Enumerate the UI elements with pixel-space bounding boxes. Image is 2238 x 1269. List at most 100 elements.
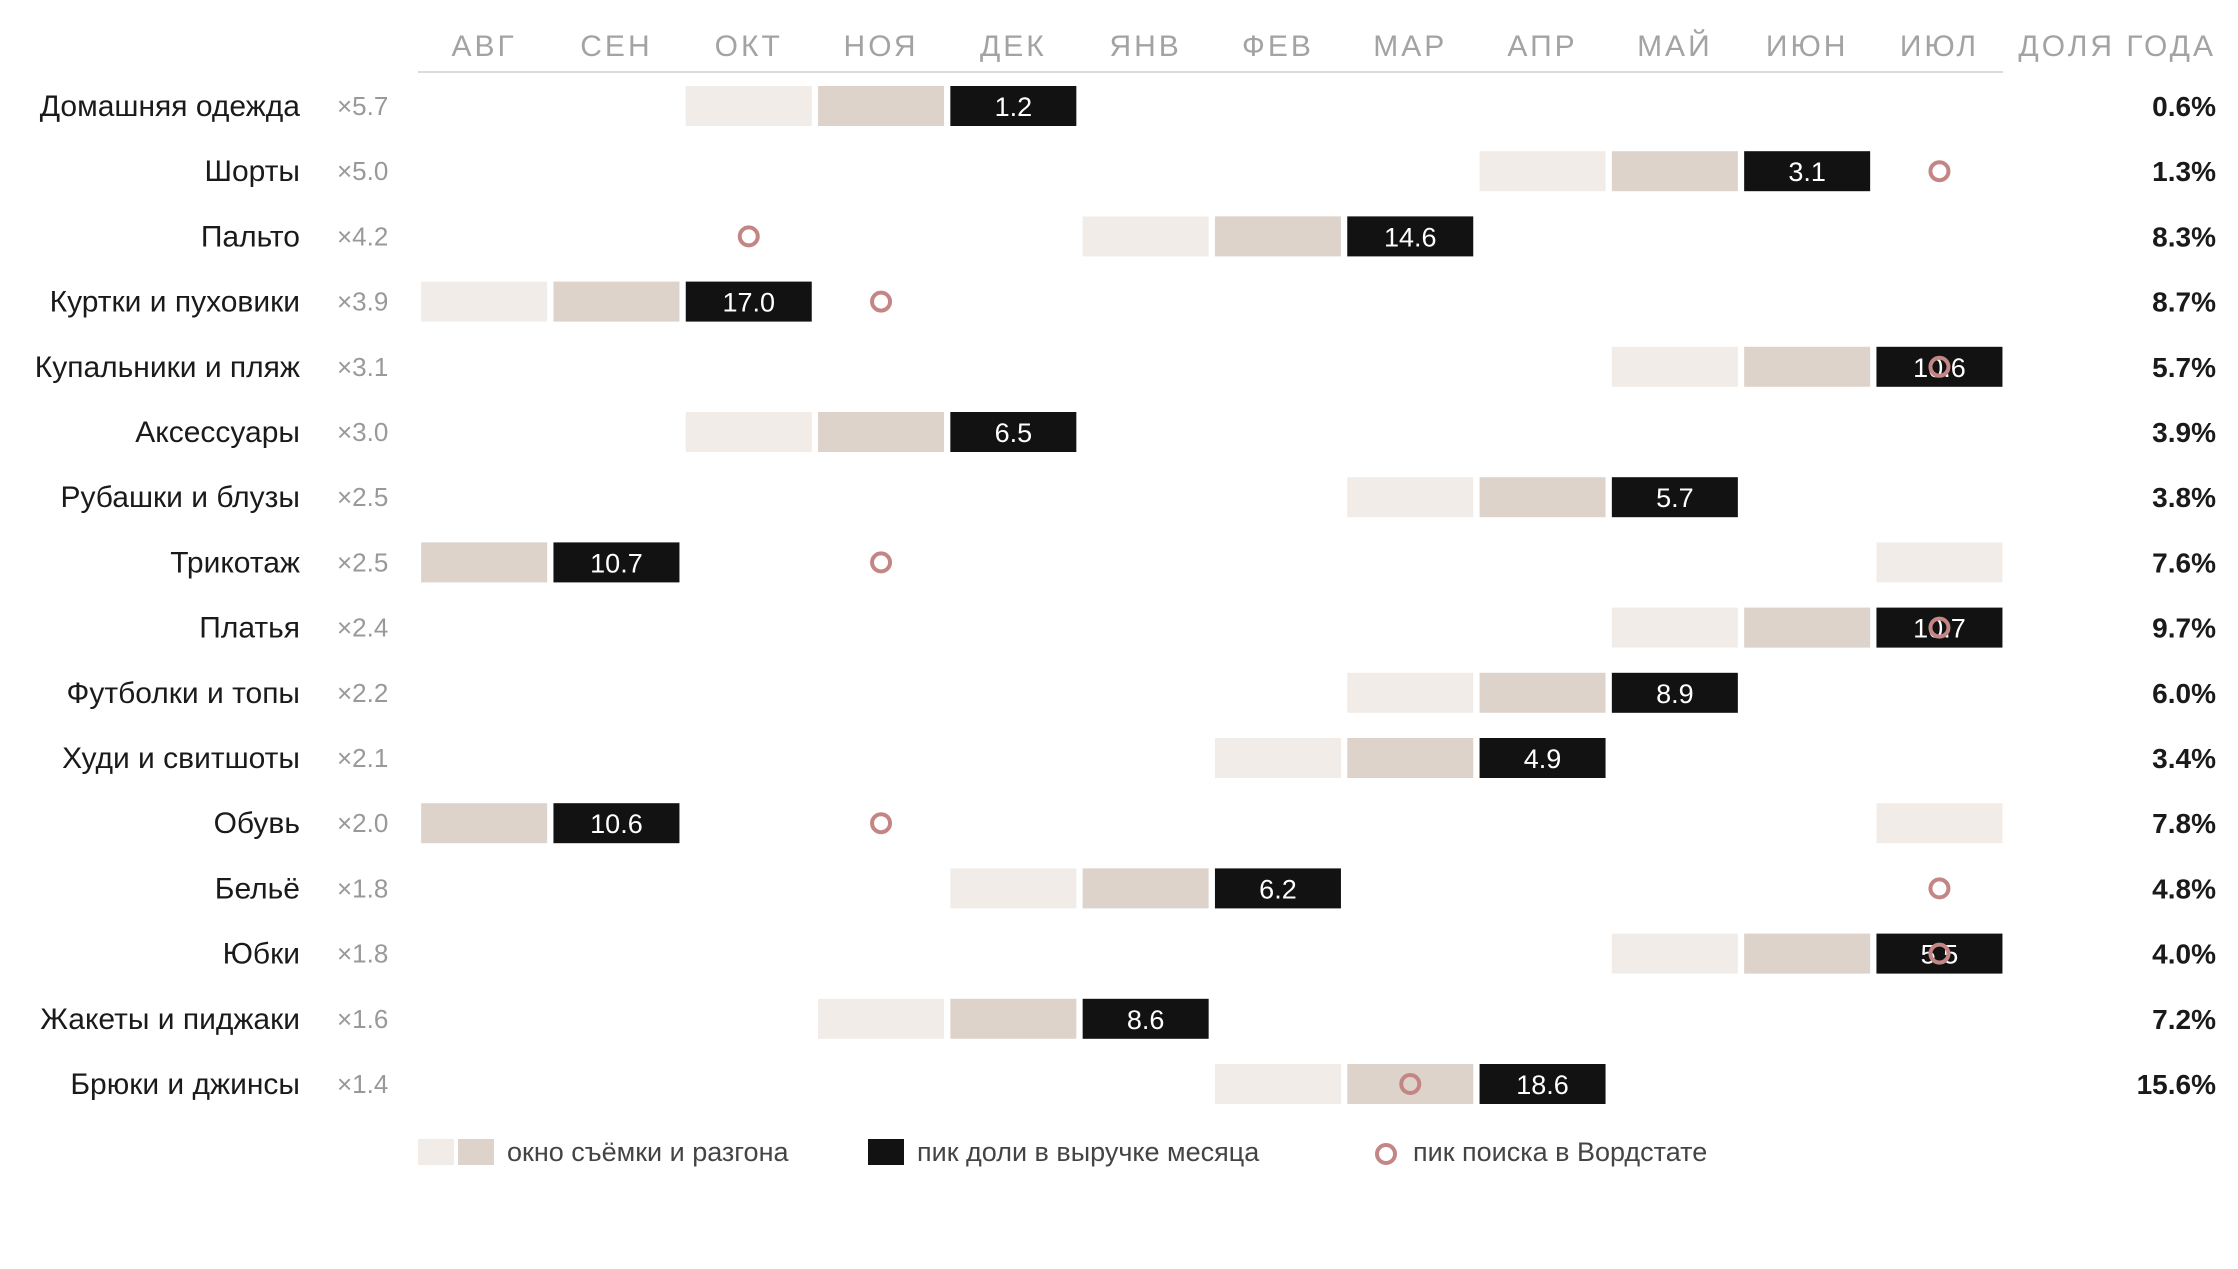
window-cell-mid: [1082, 868, 1209, 909]
multiplier-label: ×5.0: [337, 156, 388, 186]
multiplier-label: ×2.0: [337, 808, 388, 838]
peak-value-label: 17.0: [722, 288, 775, 318]
share-value: 7.8%: [2152, 808, 2216, 839]
peak-cell: [1082, 998, 1209, 1039]
legend-swatch-peak: [868, 1139, 904, 1165]
peak-cell: [1479, 738, 1606, 778]
window-cell-mid: [818, 86, 945, 126]
category-label: Брюки и джинсы: [70, 1068, 300, 1101]
category-label: Куртки и пуховики: [50, 286, 300, 319]
peak-cell: [1876, 346, 2003, 387]
legend-swatch-window-mid: [458, 1139, 494, 1165]
search-peak-marker: [737, 225, 760, 248]
search-peak-marker: [870, 812, 893, 835]
multiplier-label: ×4.2: [337, 221, 388, 251]
window-cell-light: [1347, 477, 1474, 518]
chart-rows: Домашняя одежда ×5.7 1.2 0.6% Шорты ×5.0 3.1 1.…: [35, 86, 2216, 1104]
month-label: ЯНВ: [1109, 30, 1181, 63]
peak-cell: [1744, 151, 1871, 192]
search-peak-marker: [870, 290, 893, 313]
chart-row: Шорты ×5.0 3.1 1.3%: [204, 151, 2216, 192]
chart-row: Худи и свитшоты ×2.1 4.9 3.4%: [62, 738, 2216, 778]
legend-search-marker: [1375, 1143, 1397, 1165]
window-cell-mid: [1347, 1064, 1474, 1104]
search-peak-marker: [1928, 877, 1951, 900]
chart-row: Платья ×2.4 10.7 9.7%: [199, 607, 2216, 648]
window-cell-light: [421, 281, 548, 322]
chart-row: Юбки ×1.8 5.5 4.0%: [223, 933, 2216, 974]
window-cell-mid: [1744, 346, 1871, 387]
window-cell-light: [1479, 151, 1606, 192]
search-peak-marker: [870, 551, 893, 574]
window-cell-light: [950, 868, 1077, 909]
window-cell-light: [1611, 933, 1738, 974]
legend-swatch-window-light: [418, 1139, 454, 1165]
multiplier-label: ×1.6: [337, 1004, 388, 1034]
peak-value-label: 10.7: [590, 548, 643, 578]
peak-cell: [1347, 216, 1474, 257]
category-label: Рубашки и блузы: [60, 481, 300, 514]
month-label: АПР: [1507, 30, 1577, 63]
window-cell-light: [1347, 672, 1474, 713]
window-cell-mid: [421, 542, 548, 583]
peak-value-label: 4.9: [1524, 744, 1562, 774]
window-cell-mid: [1611, 151, 1738, 192]
window-cell-mid: [1347, 738, 1474, 778]
search-peak-marker: [1928, 355, 1951, 378]
month-label: СЕН: [580, 30, 652, 63]
peak-cell: [1876, 607, 2003, 648]
multiplier-label: ×1.8: [337, 873, 388, 903]
multiplier-label: ×1.8: [337, 939, 388, 969]
share-value: 5.7%: [2152, 352, 2216, 383]
window-cell-light: [1611, 607, 1738, 648]
window-cell-light: [685, 412, 812, 452]
peak-value-label: 5.7: [1656, 483, 1694, 513]
category-label: Трикотаж: [170, 546, 300, 579]
chart-row: Аксессуары ×3.0 6.5 3.9%: [135, 412, 2216, 452]
category-label: Платья: [199, 612, 300, 645]
share-value: 0.6%: [2152, 91, 2216, 122]
search-peak-marker: [1399, 1073, 1422, 1095]
category-label: Шорты: [204, 155, 300, 188]
peak-cell: [1611, 477, 1738, 518]
month-label: ИЮН: [1766, 30, 1849, 63]
peak-cell: [685, 281, 812, 322]
share-column-header: ДОЛЯ ГОДА: [2018, 30, 2216, 63]
peak-value-label: 18.6: [1516, 1070, 1569, 1100]
share-value: 7.6%: [2152, 547, 2216, 578]
share-value: 3.4%: [2152, 743, 2216, 774]
peak-cell: [1214, 868, 1341, 909]
category-label: Домашняя одежда: [40, 90, 301, 123]
legend: окно съёмки и разгона пик доли в выручке …: [418, 1137, 1707, 1167]
category-label: Купальники и пляж: [35, 351, 300, 384]
chart-row: Брюки и джинсы ×1.4 18.6 15.6%: [70, 1064, 2216, 1104]
category-label: Юбки: [223, 938, 300, 971]
window-cell-mid: [818, 412, 945, 452]
window-cell-mid: [1744, 933, 1871, 974]
window-cell-mid: [1744, 607, 1871, 648]
month-label: ФЕВ: [1242, 30, 1314, 63]
peak-value-label: 8.9: [1656, 679, 1694, 709]
month-label: АВГ: [452, 30, 517, 63]
multiplier-label: ×2.1: [337, 743, 388, 773]
category-label: Худи и свитшоты: [62, 742, 300, 775]
share-value: 7.2%: [2152, 1004, 2216, 1035]
share-value: 4.0%: [2152, 939, 2216, 970]
multiplier-label: ×3.1: [337, 352, 388, 382]
peak-value-label: 14.6: [1384, 222, 1437, 252]
peak-value-label: 6.2: [1259, 874, 1297, 904]
peak-value-label: 10.6: [590, 809, 643, 839]
window-cell-light: [1214, 1064, 1341, 1104]
chart-row: Бельё ×1.8 6.2 4.8%: [215, 868, 2216, 909]
multiplier-label: ×3.0: [337, 417, 388, 447]
category-label: Пальто: [201, 220, 300, 253]
multiplier-label: ×2.4: [337, 613, 388, 643]
share-value: 6.0%: [2152, 678, 2216, 709]
legend-peak-label: пик доли в выручке месяца: [917, 1137, 1260, 1167]
multiplier-label: ×2.5: [337, 482, 388, 512]
window-cell-light: [685, 86, 812, 126]
peak-value-label: 1.2: [995, 92, 1033, 122]
window-cell-light: [1611, 346, 1738, 387]
window-cell-mid: [421, 803, 548, 844]
window-cell-light: [1876, 542, 2003, 583]
